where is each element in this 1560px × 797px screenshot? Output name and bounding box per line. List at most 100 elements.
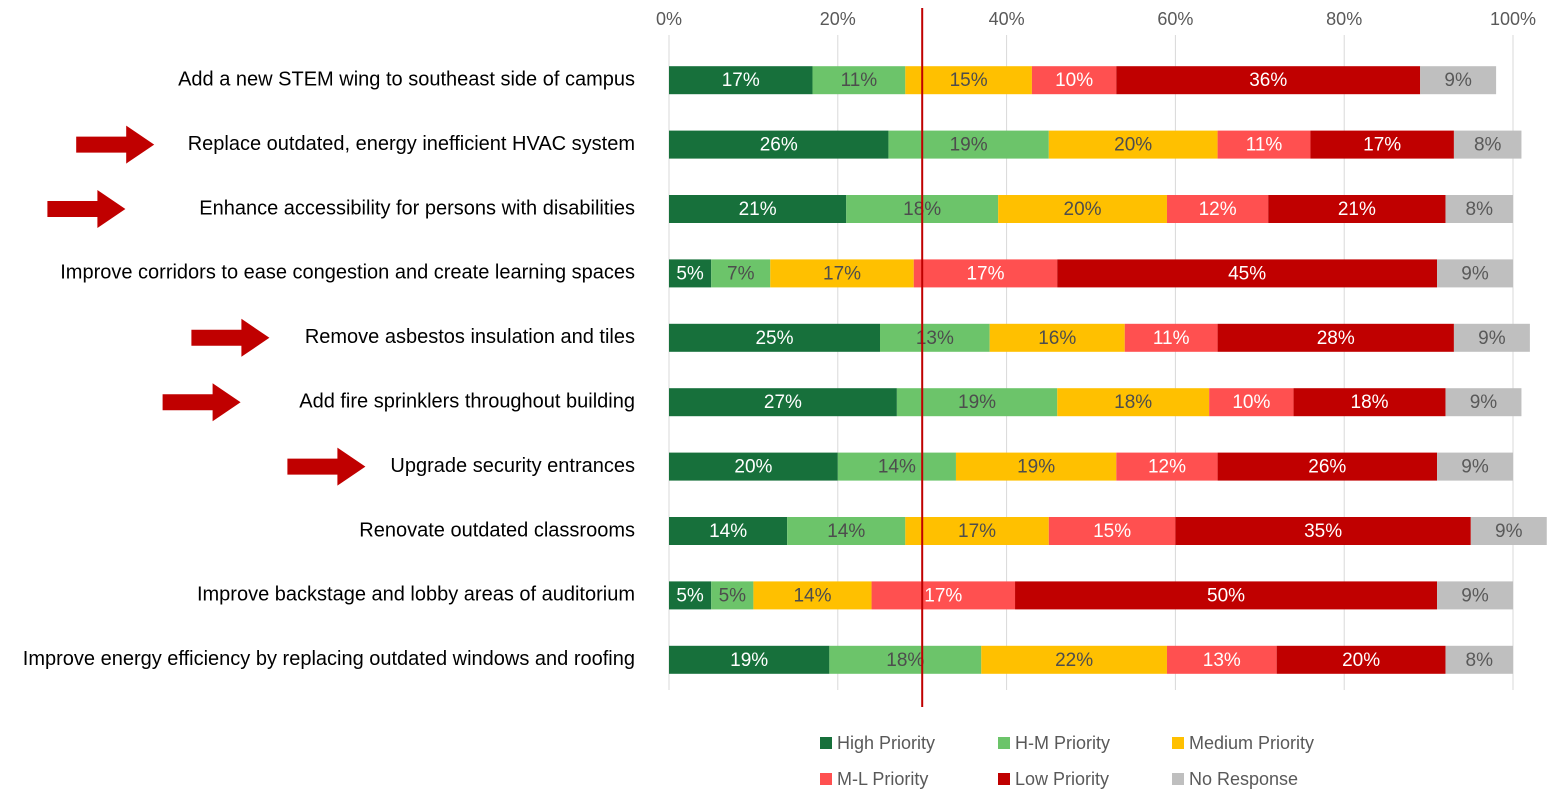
bar-segment [1015, 581, 1438, 610]
data-label: 14% [709, 521, 747, 542]
bar-segment [1048, 130, 1218, 159]
bar-segment [1217, 452, 1438, 481]
data-label: 26% [760, 135, 798, 156]
data-label: 12% [1199, 199, 1237, 220]
bar-segment [837, 452, 956, 481]
data-label: 9% [1461, 457, 1489, 478]
bar-segment [829, 645, 982, 674]
legend-swatch [1172, 737, 1184, 749]
bar-segment [905, 66, 1032, 95]
data-label: 20% [734, 457, 772, 478]
legend-swatch [998, 773, 1010, 785]
data-label: 11% [841, 70, 878, 91]
legend-label: H-M Priority [1015, 733, 1110, 753]
data-label: 10% [1232, 392, 1270, 413]
category-label: Remove asbestos insulation and tiles [305, 326, 635, 348]
bar-segment [669, 130, 889, 159]
data-label: 9% [1444, 70, 1472, 91]
data-label: 20% [1342, 650, 1380, 671]
data-label: 17% [823, 263, 861, 284]
data-label: 9% [1470, 392, 1498, 413]
data-label: 14% [827, 521, 865, 542]
bar-segment [1437, 581, 1513, 610]
legend-label: High Priority [837, 733, 935, 753]
data-label: 13% [916, 328, 954, 349]
category-label: Improve energy efficiency by replacing o… [23, 648, 635, 670]
legend-label: Low Priority [1015, 769, 1109, 789]
bar-segment [669, 323, 880, 352]
data-label: 19% [950, 135, 988, 156]
data-label: 5% [676, 585, 704, 606]
x-tick-label: 40% [989, 9, 1025, 29]
data-label: 9% [1495, 521, 1523, 542]
category-label: Replace outdated, energy inefficient HVA… [188, 133, 635, 155]
highlight-arrow [191, 318, 270, 357]
data-label: 5% [676, 263, 704, 284]
bar-segment [1057, 259, 1438, 288]
data-label: 8% [1474, 135, 1502, 156]
legend-swatch [820, 737, 832, 749]
legend-label: No Response [1189, 769, 1298, 789]
data-label: 16% [1038, 328, 1076, 349]
bar-segment [711, 259, 771, 288]
category-label: Improve corridors to ease congestion and… [60, 262, 635, 284]
x-tick-label: 100% [1490, 9, 1536, 29]
bar-segment [998, 195, 1167, 223]
bar-segment [1057, 388, 1210, 417]
legend-swatch [998, 737, 1010, 749]
bar-segment [1445, 388, 1522, 417]
bar-segment [669, 388, 897, 417]
bar-segment [669, 66, 813, 95]
legend-swatch [820, 773, 832, 785]
bar-segment [1031, 66, 1117, 95]
x-tick-label: 80% [1326, 9, 1362, 29]
legend-swatch [1172, 773, 1184, 785]
bar-segment [711, 581, 754, 610]
data-label: 35% [1304, 521, 1342, 542]
bar-segment [1217, 130, 1311, 159]
bar-segment [669, 517, 788, 545]
bar-segment [896, 388, 1058, 417]
category-label: Add a new STEM wing to southeast side of… [178, 68, 635, 90]
bar-segment [669, 452, 838, 481]
bar-segment [955, 452, 1117, 481]
bar-segment [1293, 388, 1446, 417]
data-label: 8% [1466, 199, 1494, 220]
bar-segment [1209, 388, 1294, 417]
data-label: 17% [1363, 135, 1401, 156]
bar-segment [669, 645, 830, 674]
data-label: 26% [1308, 457, 1346, 478]
legend-label: Medium Priority [1189, 733, 1314, 753]
bar-segment [981, 645, 1167, 674]
data-label: 17% [966, 263, 1004, 284]
bar-segment [1166, 645, 1277, 674]
data-label: 13% [1203, 650, 1241, 671]
data-label: 17% [958, 521, 996, 542]
data-label: 14% [878, 457, 916, 478]
category-label: Add fire sprinklers throughout building [299, 390, 635, 412]
bar-segment [913, 259, 1058, 288]
highlight-arrow [76, 125, 155, 164]
bar-segment [1310, 130, 1454, 159]
data-label: 9% [1478, 328, 1506, 349]
highlight-arrow [47, 190, 126, 228]
bar-segment [1453, 130, 1522, 159]
data-label: 9% [1461, 263, 1489, 284]
bar-segment [1445, 645, 1513, 674]
data-label: 5% [719, 585, 747, 606]
category-label: Upgrade security entrances [390, 455, 635, 477]
data-label: 17% [924, 585, 962, 606]
data-label: 8% [1466, 650, 1494, 671]
data-label: 27% [764, 392, 802, 413]
data-label: 19% [958, 392, 996, 413]
x-tick-label: 0% [656, 9, 682, 29]
data-label: 19% [1017, 457, 1055, 478]
data-label: 22% [1055, 650, 1093, 671]
data-label: 15% [1093, 521, 1131, 542]
data-label: 18% [886, 650, 924, 671]
bar-segment [1276, 645, 1446, 674]
legend-label: M-L Priority [837, 769, 928, 789]
bar-segment [1116, 452, 1218, 481]
data-label: 12% [1148, 457, 1186, 478]
data-label: 36% [1249, 70, 1287, 91]
